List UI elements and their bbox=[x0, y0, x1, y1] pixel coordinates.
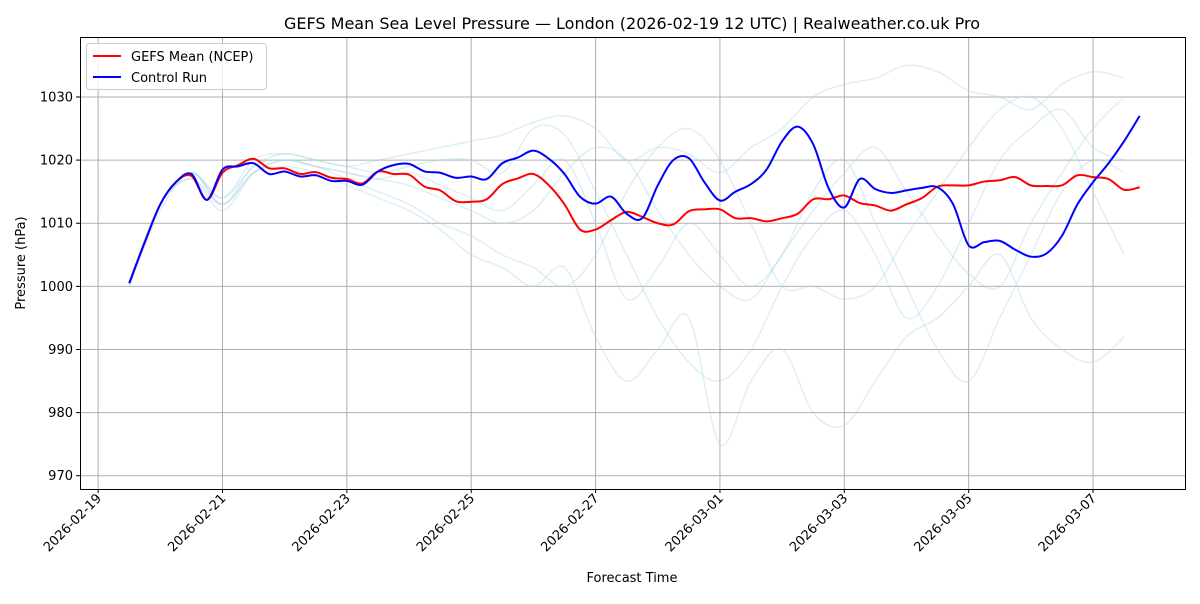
y-tick-label: 990 bbox=[48, 343, 73, 358]
ensemble-member-line bbox=[128, 108, 1125, 383]
y-axis: 970 980 990 1000 1010 1020 1030 bbox=[40, 90, 80, 484]
ensemble-member-line bbox=[128, 165, 1125, 447]
y-tick-label: 980 bbox=[48, 406, 73, 421]
ensemble-member-line bbox=[128, 64, 1125, 284]
y-tick-label: 1000 bbox=[40, 280, 73, 295]
mean-line bbox=[128, 157, 1140, 284]
x-tick-label: 2026-03-03 bbox=[787, 491, 851, 555]
x-tick-label: 2026-02-21 bbox=[165, 491, 229, 555]
legend: GEFS Mean (NCEP) Control Run bbox=[86, 43, 267, 90]
control-run-line bbox=[128, 115, 1141, 284]
y-tick-label: 1020 bbox=[40, 154, 73, 169]
x-axis-label: Forecast Time bbox=[587, 571, 678, 586]
legend-label-control: Control Run bbox=[131, 71, 207, 86]
x-tick-label: 2026-03-01 bbox=[663, 491, 727, 555]
series-lines bbox=[128, 115, 1141, 284]
y-tick-label: 970 bbox=[48, 469, 73, 484]
y-tick-label: 1030 bbox=[40, 90, 73, 105]
ensemble-member-line bbox=[128, 158, 1125, 383]
ensemble-member-line bbox=[128, 96, 1125, 302]
y-tick-label: 1010 bbox=[40, 217, 73, 232]
legend-label-mean: GEFS Mean (NCEP) bbox=[131, 50, 253, 65]
x-tick-label: 2026-03-07 bbox=[1036, 491, 1100, 555]
x-tick-label: 2026-02-19 bbox=[41, 491, 105, 555]
ensemble-members bbox=[128, 64, 1125, 447]
legend-box bbox=[86, 43, 267, 90]
plot-frame bbox=[80, 37, 1186, 490]
chart-title: GEFS Mean Sea Level Pressure — London (2… bbox=[284, 14, 980, 33]
x-tick-label: 2026-02-25 bbox=[414, 491, 478, 555]
grid bbox=[80, 37, 1185, 489]
ensemble-member-line bbox=[128, 95, 1125, 300]
x-axis: 2026-02-19 2026-02-21 2026-02-23 2026-02-25… bbox=[41, 489, 1100, 555]
x-tick-label: 2026-02-27 bbox=[538, 491, 602, 555]
x-tick-label: 2026-03-05 bbox=[911, 491, 975, 555]
x-tick-label: 2026-02-23 bbox=[290, 491, 354, 555]
y-axis-label: Pressure (hPa) bbox=[14, 216, 29, 309]
